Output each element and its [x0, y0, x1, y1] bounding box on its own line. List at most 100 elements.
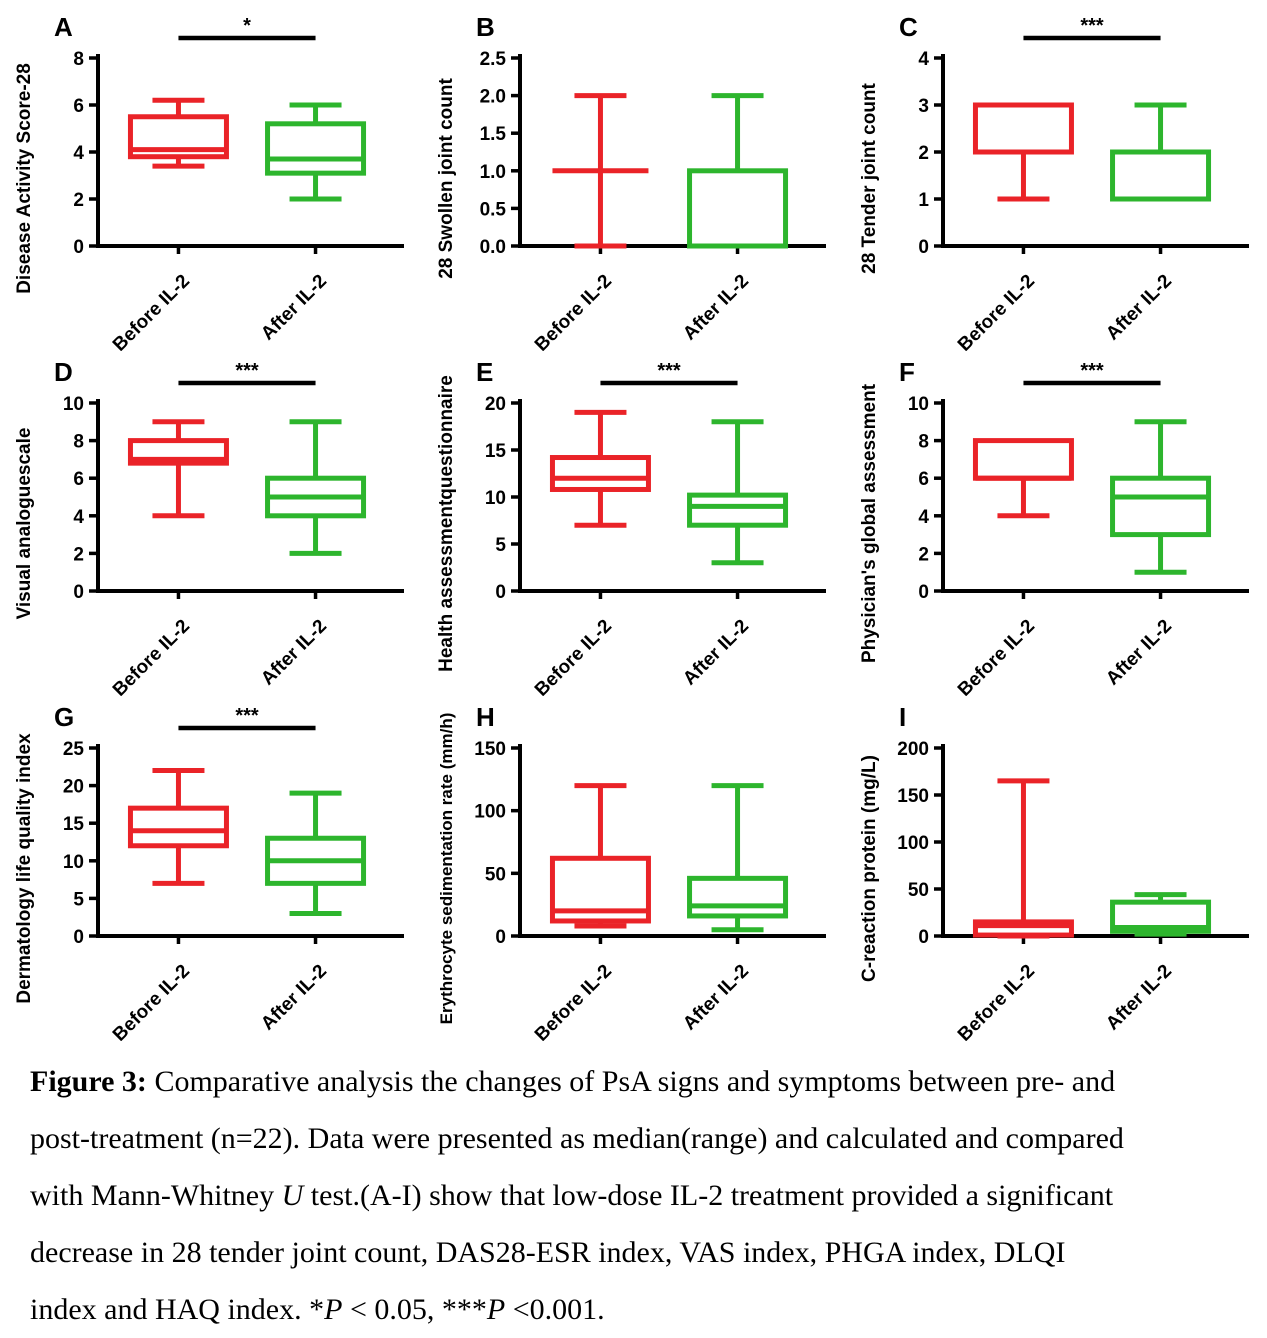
x-tick-label: Before IL-2	[953, 616, 1038, 696]
significance-label: ***	[235, 360, 259, 382]
y-axis-label: 28 Tender joint count	[859, 82, 880, 273]
y-tick-label: 25	[63, 739, 85, 760]
y-tick-label: 100	[474, 802, 506, 823]
y-tick-label: 2	[73, 544, 84, 565]
y-axis-label: Visual analoguescale	[14, 428, 35, 620]
y-axis-label: 28 Swollen joint count	[436, 78, 457, 279]
caption-text: post-treatment (n=22). Data were present…	[30, 1122, 1124, 1155]
panel-E-plot: *** 0 5 10 15 20 Before IL-2 After IL-2 Health a…	[436, 357, 826, 696]
y-tick-label: 6	[73, 469, 84, 490]
y-tick-label: 10	[907, 394, 928, 415]
caption-text: Comparative analysis the changes of PsA …	[146, 1065, 1116, 1098]
box	[1109, 149, 1211, 202]
caption-line: Figure 3: Comparative analysis the chang…	[30, 1053, 1227, 1110]
significance-label: ***	[235, 705, 259, 727]
box	[972, 438, 1074, 481]
y-tick-label: 0	[495, 582, 506, 603]
caption-line: index and HAQ index. *P < 0.05, ***P <0.…	[30, 1281, 1227, 1338]
y-tick-label: 20	[63, 777, 84, 798]
x-tick-label: Before IL-2	[953, 271, 1038, 351]
y-tick-label: 2.0	[480, 87, 506, 108]
y-tick-label: 0	[73, 582, 84, 603]
y-tick-label: 0	[918, 237, 929, 258]
panel-letter: F	[899, 357, 915, 387]
box	[1109, 475, 1211, 538]
y-axis-label: C-reaction protein (mg/L)	[859, 755, 880, 982]
y-tick-label: 1.0	[480, 162, 506, 183]
panel-A-plot: * 0 2 4 6 8 Before IL-2 After IL-2 Disease Activ…	[14, 12, 404, 351]
caption-line: with Mann-Whitney U test.(A-I) show that…	[30, 1167, 1227, 1224]
caption-text: with Mann-Whitney	[30, 1179, 282, 1212]
y-tick-label: 5	[495, 535, 506, 556]
y-tick-label: 10	[63, 394, 84, 415]
caption-text: P	[486, 1293, 506, 1326]
y-axis-label: Physician's global assessment	[859, 383, 880, 663]
caption-text: U	[281, 1179, 304, 1212]
y-tick-label: 200	[897, 739, 929, 760]
panel-B-plot: 0.0 0.5 1.0 1.5 2.0 2.5 Before IL-2 After IL-2 2…	[436, 12, 826, 351]
caption-text: test.(A-I) show that low-dose IL-2 treat…	[303, 1179, 1114, 1212]
panel-letter: G	[54, 702, 74, 732]
panel-letter: C	[899, 12, 918, 42]
box	[265, 121, 367, 176]
x-tick-label: After IL-2	[257, 961, 331, 1035]
y-tick-label: 50	[907, 880, 928, 901]
panel-D: *** 0 2 4 6 8 10 Before IL-2 After IL-2 Visual an…	[0, 351, 422, 696]
panel-G-plot: *** 0 5 10 15 20 25 Before IL-2 After IL-2 Dermat…	[14, 702, 404, 1041]
y-axis-label: Health assessmentquestionnaire	[436, 375, 457, 672]
y-tick-label: 0	[73, 237, 84, 258]
panel-B: 0.0 0.5 1.0 1.5 2.0 2.5 Before IL-2 After IL-2 2…	[422, 6, 844, 351]
y-axis-label: Disease Activity Score-28	[14, 63, 35, 294]
caption-text: decrease in 28 tender joint count, DAS28…	[30, 1236, 1066, 1269]
panel-D-plot: *** 0 2 4 6 8 10 Before IL-2 After IL-2 Visual an…	[14, 357, 404, 696]
caption-text: P	[324, 1293, 343, 1326]
y-tick-label: 6	[918, 469, 929, 490]
y-tick-label: 4	[73, 143, 84, 164]
y-tick-label: 10	[63, 852, 84, 873]
y-tick-label: 1	[918, 190, 929, 211]
y-tick-label: 1.5	[480, 124, 507, 145]
y-axis-label: Dermatology life quality index	[14, 733, 35, 1004]
panel-F-plot: *** 0 2 4 6 8 10 Before IL-2 After IL-2 Physician…	[859, 357, 1249, 696]
y-tick-label: 150	[474, 739, 506, 760]
box	[687, 168, 789, 249]
panel-I-plot: 0 50 100 150 200 Before IL-2 After IL-2 C-react…	[859, 702, 1249, 1041]
x-tick-label: Before IL-2	[531, 961, 616, 1041]
significance-label: *	[243, 15, 251, 37]
panel-C: *** 0 1 2 3 4 Before IL-2 After IL-2 28 Tender j…	[844, 6, 1267, 351]
y-tick-label: 50	[485, 864, 506, 885]
y-tick-label: 2	[918, 544, 929, 565]
y-tick-label: 0	[918, 927, 929, 948]
x-tick-label: Before IL-2	[953, 961, 1038, 1041]
caption-text: < 0.05, ***	[342, 1293, 487, 1326]
x-tick-label: After IL-2	[1102, 616, 1176, 690]
panel-letter: H	[476, 702, 495, 732]
y-tick-label: 3	[918, 96, 929, 117]
figure-caption: Figure 3: Comparative analysis the chang…	[0, 1041, 1267, 1338]
x-tick-label: Before IL-2	[109, 616, 194, 696]
x-tick-label: After IL-2	[1102, 271, 1176, 345]
box	[549, 455, 651, 492]
x-tick-label: Before IL-2	[531, 271, 616, 351]
significance-label: ***	[1080, 360, 1104, 382]
x-tick-label: Before IL-2	[109, 961, 194, 1041]
caption-text: index and HAQ index. *	[30, 1293, 325, 1326]
significance-label: ***	[1080, 15, 1104, 37]
y-tick-label: 0	[918, 582, 929, 603]
panel-A: * 0 2 4 6 8 Before IL-2 After IL-2 Disease Activ…	[0, 6, 422, 351]
caption-figure-label: Figure 3:	[30, 1065, 147, 1098]
y-tick-label: 6	[73, 96, 84, 117]
caption-line: decrease in 28 tender joint count, DAS28…	[30, 1224, 1227, 1281]
box	[127, 805, 229, 849]
y-tick-label: 4	[73, 507, 84, 528]
y-tick-label: 15	[63, 814, 85, 835]
significance-label: ***	[657, 360, 681, 382]
x-tick-label: After IL-2	[679, 271, 753, 345]
box	[687, 492, 789, 528]
x-tick-label: Before IL-2	[531, 616, 616, 696]
y-tick-label: 8	[73, 432, 84, 453]
panel-C-plot: *** 0 1 2 3 4 Before IL-2 After IL-2 28 Tender j…	[859, 12, 1249, 351]
y-tick-label: 0	[495, 927, 506, 948]
y-tick-label: 10	[485, 488, 506, 509]
y-tick-label: 2.5	[480, 49, 507, 70]
